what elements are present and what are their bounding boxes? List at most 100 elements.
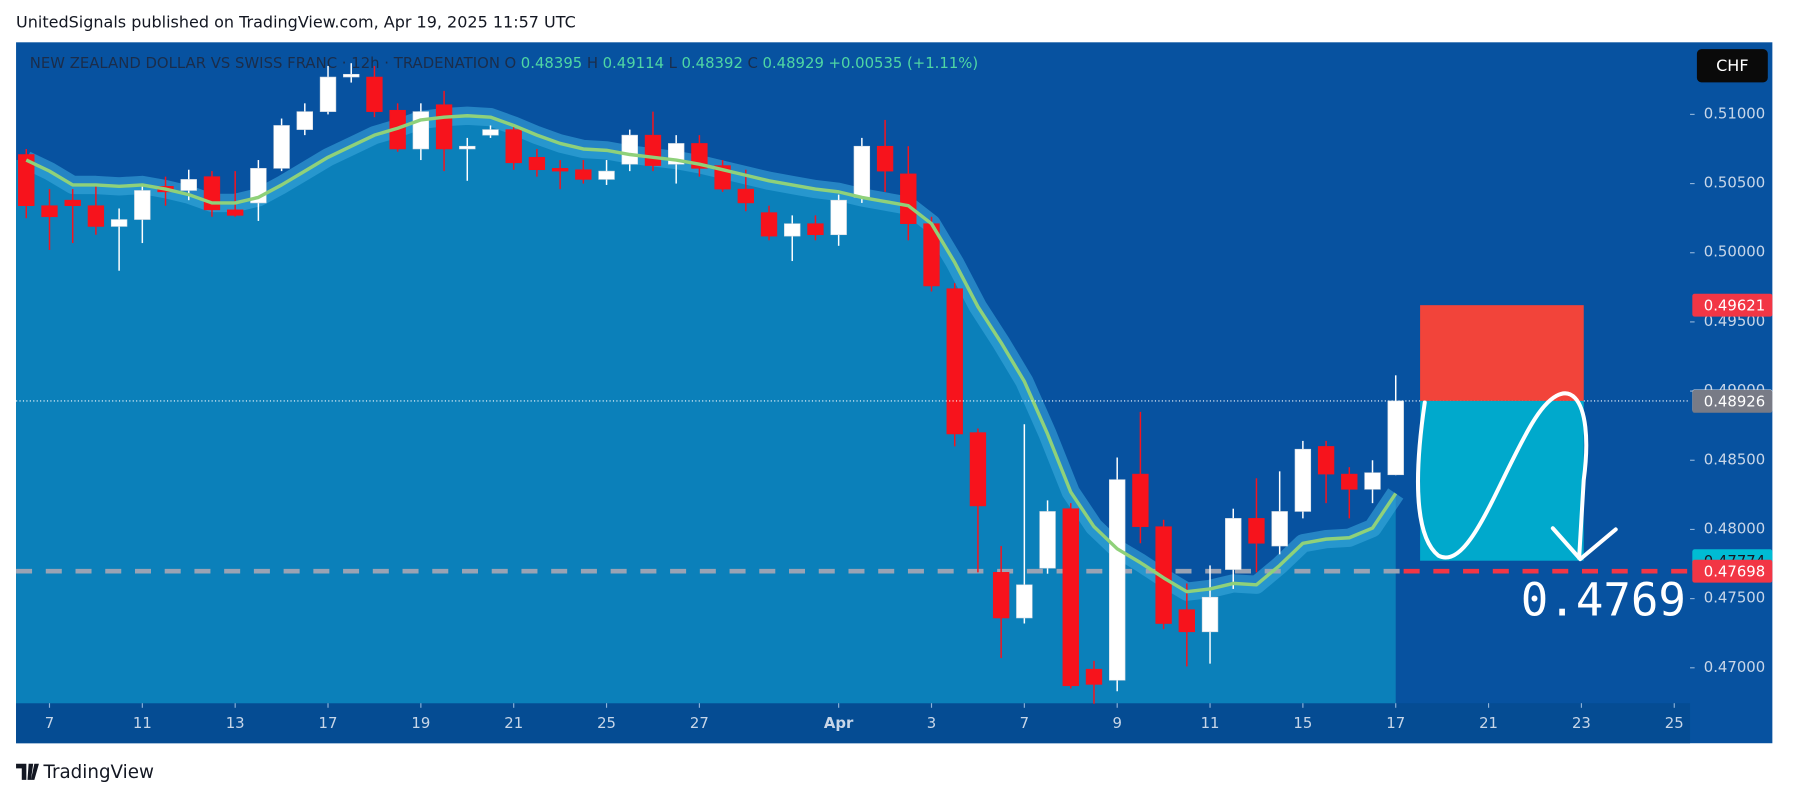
x-tick-label: 19 — [411, 714, 430, 732]
x-tick-label: 3 — [927, 714, 936, 732]
candle-body — [551, 168, 569, 172]
candle-body — [505, 129, 522, 164]
candle-body — [1271, 511, 1288, 547]
candle-body — [807, 223, 824, 236]
candle-body — [946, 288, 963, 435]
currency: CHF — [1716, 56, 1748, 75]
candle-body — [644, 134, 662, 166]
x-tick-label: 11 — [133, 714, 152, 732]
price-tag-label: 0.47698 — [1704, 562, 1765, 580]
candle-body — [760, 212, 778, 237]
y-tick-label: 0.48500 — [1704, 450, 1765, 468]
candle-body — [598, 170, 615, 180]
legend-row: NEW ZEALAND DOLLAR VS SWISS FRANC · 12h … — [30, 54, 978, 72]
candle-body — [87, 205, 105, 227]
x-tick-label: 25 — [1665, 714, 1684, 732]
x-tick-label: 11 — [1201, 714, 1220, 732]
candle-body — [784, 223, 801, 237]
x-tick-label: Apr — [824, 714, 854, 732]
ohlc-label: H — [587, 54, 598, 72]
candle-body — [853, 145, 871, 198]
publish-note: UnitedSignals published on TradingView.c… — [16, 12, 576, 31]
price-tag-label: 0.48926 — [1704, 392, 1765, 410]
price-tag-label: 0.49621 — [1704, 296, 1765, 314]
x-tick-label: 23 — [1572, 714, 1591, 732]
candle-body — [1248, 518, 1265, 544]
candle-body — [1225, 518, 1242, 570]
candle-body — [64, 199, 81, 206]
candle-body — [226, 209, 244, 216]
candle-body — [737, 188, 754, 204]
candle-body — [830, 199, 847, 236]
change-pct: (+1.11%) — [907, 54, 978, 72]
candle-body — [575, 169, 592, 180]
candle-body — [1062, 508, 1079, 687]
ohlc-value: 0.48392 — [681, 54, 742, 72]
y-tick-label: 0.50500 — [1704, 174, 1765, 192]
candle-body — [900, 173, 917, 224]
symbol-title: NEW ZEALAND DOLLAR VS SWISS FRANC · 12h … — [30, 54, 500, 72]
ohlc-value: 0.48929 — [762, 54, 823, 72]
candle-body — [412, 111, 430, 150]
annotation: 0.4769 — [1521, 574, 1686, 627]
y-tick-label: 0.47000 — [1704, 658, 1765, 676]
candle-body — [1155, 526, 1172, 624]
x-tick-label: 27 — [690, 714, 709, 732]
change: +0.00535 — [828, 54, 902, 72]
ohlc-label: L — [669, 54, 678, 72]
x-tick-label: 17 — [319, 714, 338, 732]
candle-body — [969, 432, 987, 507]
candle-body — [203, 176, 221, 211]
candle-body — [1294, 448, 1312, 512]
brand-logo — [16, 763, 39, 780]
candle-body — [343, 73, 360, 78]
candle-body — [1016, 584, 1033, 619]
candle-body — [992, 572, 1010, 619]
currency-box[interactable] — [1696, 49, 1768, 83]
candle-body — [319, 76, 337, 112]
ohlc-label: O — [505, 54, 517, 72]
ohlc-value: 0.48395 — [521, 54, 582, 72]
drawn-arrow — [1416, 391, 1618, 562]
y-tick-label: 0.47500 — [1704, 589, 1765, 607]
candle-body — [1201, 596, 1219, 633]
x-tick-label: 17 — [1386, 714, 1405, 732]
candle-body — [459, 145, 476, 150]
y-tick-label: 0.50000 — [1704, 243, 1765, 261]
brand: TradingView — [43, 762, 155, 783]
date-axis-bg — [16, 703, 1691, 744]
candle-body — [273, 125, 290, 169]
candle-body — [528, 156, 546, 171]
candle-body — [1085, 668, 1103, 685]
price-tag — [1692, 389, 1773, 413]
candle-body — [180, 179, 197, 191]
candle-body — [1341, 473, 1358, 490]
candle-body — [41, 205, 58, 218]
candle-body — [435, 104, 453, 150]
candle-body — [1317, 446, 1335, 475]
ohlc-value: 0.49114 — [603, 54, 664, 72]
candle-body — [296, 111, 313, 130]
price-tag — [1692, 293, 1773, 317]
candle-body — [1387, 400, 1404, 476]
ohlc-label: C — [747, 54, 757, 72]
stop-zone — [1420, 305, 1584, 401]
candle-body — [1132, 473, 1149, 527]
x-tick-label: 21 — [504, 714, 523, 732]
x-tick-label: 21 — [1479, 714, 1498, 732]
x-tick-label: 13 — [226, 714, 245, 732]
x-tick-label: 15 — [1293, 714, 1312, 732]
price-tag — [1692, 559, 1773, 583]
candle-body — [621, 134, 638, 165]
candle-body — [110, 219, 128, 227]
y-tick-label: 0.51000 — [1704, 104, 1765, 122]
candle-body — [134, 190, 151, 220]
x-tick-label: 9 — [1112, 714, 1121, 732]
candle-body — [876, 145, 894, 172]
ma-line — [25, 114, 1398, 594]
candle-body — [18, 154, 35, 206]
plot: NEW ZEALAND DOLLAR VS SWISS FRANC · 12h … — [16, 54, 1691, 704]
x-tick-label: 7 — [1020, 714, 1029, 732]
x-tick-label: 7 — [45, 714, 54, 732]
